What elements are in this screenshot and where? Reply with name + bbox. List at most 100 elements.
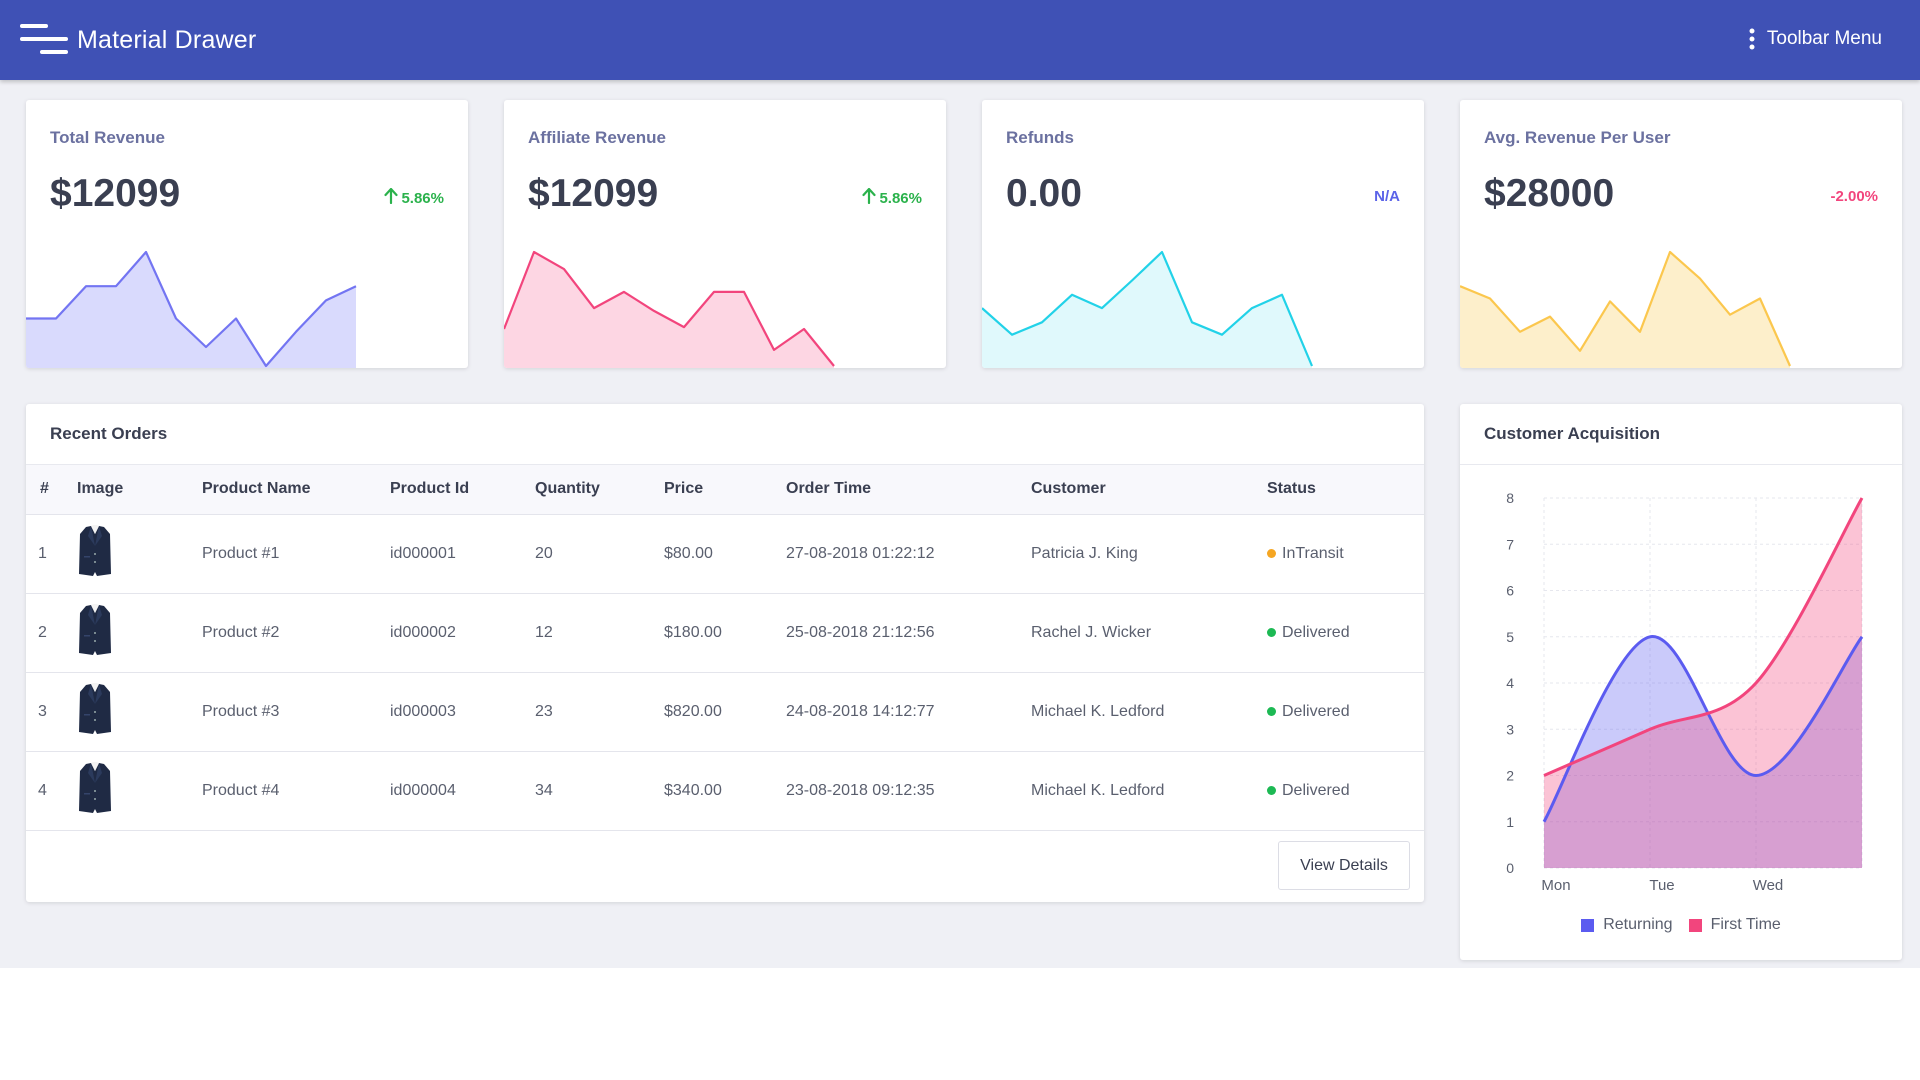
legend-label: First Time — [1710, 916, 1781, 933]
table-row[interactable]: 1 Product #1 id000001 20 $80.00 27-08-20… — [26, 514, 1424, 594]
product-id: id000001 — [390, 514, 535, 594]
legend-label: Returning — [1603, 916, 1673, 933]
legend-item-returning[interactable]: Returning — [1581, 916, 1673, 934]
product-name: Product #1 — [202, 514, 390, 594]
product-id: id000002 — [390, 593, 535, 673]
column-header[interactable]: Product Name — [202, 465, 390, 515]
stat-change: 5.86% — [862, 187, 922, 208]
more-vert-icon — [1749, 28, 1755, 50]
series-line — [1542, 635, 1864, 823]
status-cell: InTransit — [1267, 514, 1424, 594]
toolbar-menu-label: Toolbar Menu — [1766, 28, 1882, 49]
y-tick-label: 2 — [1506, 768, 1514, 784]
y-tick-label: 5 — [1506, 629, 1514, 645]
toolbar-menu-button[interactable]: Toolbar Menu — [1749, 28, 1882, 50]
order-time: 27-08-2018 01:22:12 — [786, 514, 1031, 594]
order-time: 25-08-2018 21:12:56 — [786, 593, 1031, 673]
row-number: 4 — [26, 751, 77, 831]
suit-jacket-icon — [77, 525, 113, 582]
product-id: id000004 — [390, 751, 535, 831]
stat-card-avg-revenue-per-user: Avg. Revenue Per User $28000 -2.00% — [1460, 100, 1902, 368]
product-id: id000003 — [390, 672, 535, 752]
table-row[interactable]: 3 Product #3 id000003 23 $820.00 24-08-2… — [26, 672, 1424, 752]
sparkline-line — [504, 250, 835, 367]
stat-value: $28000 — [1484, 172, 1615, 215]
product-name: Product #3 — [202, 672, 390, 752]
status-dot — [1267, 628, 1276, 637]
hamburger-icon[interactable] — [18, 20, 70, 60]
row-number: 3 — [26, 672, 77, 752]
stat-card-refunds: Refunds 0.00 N/A — [982, 100, 1424, 368]
column-header[interactable]: Price — [664, 465, 786, 515]
stat-title: Refunds — [1006, 128, 1074, 147]
status-dot — [1267, 786, 1276, 795]
recent-orders-title: Recent Orders — [50, 424, 168, 443]
customer-acquisition-title: Customer Acquisition — [1484, 424, 1660, 443]
legend-swatch — [1581, 918, 1595, 932]
stat-value: 0.00 — [1006, 172, 1082, 215]
customer-acquisition-panel: Customer Acquisition 0 1 2 3 4 5 6 7 8 Mon Tue Wed … — [1460, 404, 1902, 960]
y-tick-label: 3 — [1506, 721, 1514, 737]
divider — [1460, 464, 1902, 465]
column-header[interactable]: Status — [1267, 465, 1424, 515]
row-number: 1 — [26, 514, 77, 594]
table-header-row: # Image Product Name Product Id Quantity… — [26, 465, 1424, 515]
product-image — [77, 751, 202, 831]
recent-orders-panel: Recent Orders # Image Product Name Produ… — [26, 404, 1424, 902]
customer: Michael K. Ledford — [1031, 672, 1267, 752]
product-image — [77, 672, 202, 752]
stat-value: $12099 — [50, 172, 181, 215]
x-tick-label: Tue — [1649, 877, 1674, 894]
stat-change-value: N/A — [1374, 188, 1400, 205]
stat-change: -2.00% — [1830, 188, 1878, 205]
orders-table: # Image Product Name Product Id Quantity… — [26, 465, 1424, 831]
product-image — [77, 593, 202, 673]
quantity: 20 — [535, 514, 664, 594]
status-label: Delivered — [1282, 623, 1350, 641]
suit-jacket-icon — [77, 762, 113, 819]
status-label: InTransit — [1282, 544, 1344, 562]
y-tick-label: 7 — [1506, 536, 1514, 552]
sparkline-chart — [1460, 250, 1792, 368]
status-dot — [1267, 549, 1276, 558]
legend-item-first-time[interactable]: First Time — [1688, 916, 1781, 934]
stat-change: 5.86% — [384, 187, 444, 208]
customer: Rachel J. Wicker — [1031, 593, 1267, 673]
sparkline-chart — [26, 250, 357, 368]
sparkline-line — [982, 250, 1314, 367]
x-tick-label: Wed — [1753, 877, 1784, 894]
product-name: Product #4 — [202, 751, 390, 831]
price: $820.00 — [664, 672, 786, 752]
series-area — [1544, 498, 1862, 868]
y-tick-label: 0 — [1506, 860, 1514, 876]
divider — [26, 464, 1424, 465]
view-details-button[interactable]: View Details — [1278, 841, 1410, 890]
quantity: 34 — [535, 751, 664, 831]
column-header[interactable]: Order Time — [786, 465, 1031, 515]
status-label: Delivered — [1282, 781, 1350, 799]
stat-change-value: -2.00% — [1830, 188, 1878, 205]
stat-title: Affiliate Revenue — [528, 128, 666, 147]
price: $340.00 — [664, 751, 786, 831]
legend-swatch — [1688, 918, 1702, 932]
product-image — [77, 514, 202, 594]
stat-change: N/A — [1374, 188, 1400, 205]
series-area — [1544, 636, 1862, 868]
sparkline-line — [1460, 250, 1792, 367]
suit-jacket-icon — [77, 604, 113, 661]
y-tick-label: 8 — [1506, 490, 1514, 506]
table-row[interactable]: 2 Product #2 id000002 12 $180.00 25-08-2… — [26, 593, 1424, 673]
column-header[interactable]: Quantity — [535, 465, 664, 515]
column-header[interactable]: Customer — [1031, 465, 1267, 515]
table-row[interactable]: 4 Product #4 id000004 34 $340.00 23-08-2… — [26, 751, 1424, 831]
quantity: 23 — [535, 672, 664, 752]
stat-title: Total Revenue — [50, 128, 165, 147]
column-header[interactable]: Product Id — [390, 465, 535, 515]
sparkline-chart — [504, 250, 835, 368]
sparkline-area — [982, 252, 1312, 368]
sparkline-area — [1460, 252, 1790, 368]
status-label: Delivered — [1282, 702, 1350, 720]
status-dot — [1267, 707, 1276, 716]
stat-value: $12099 — [528, 172, 659, 215]
customer: Michael K. Ledford — [1031, 751, 1267, 831]
